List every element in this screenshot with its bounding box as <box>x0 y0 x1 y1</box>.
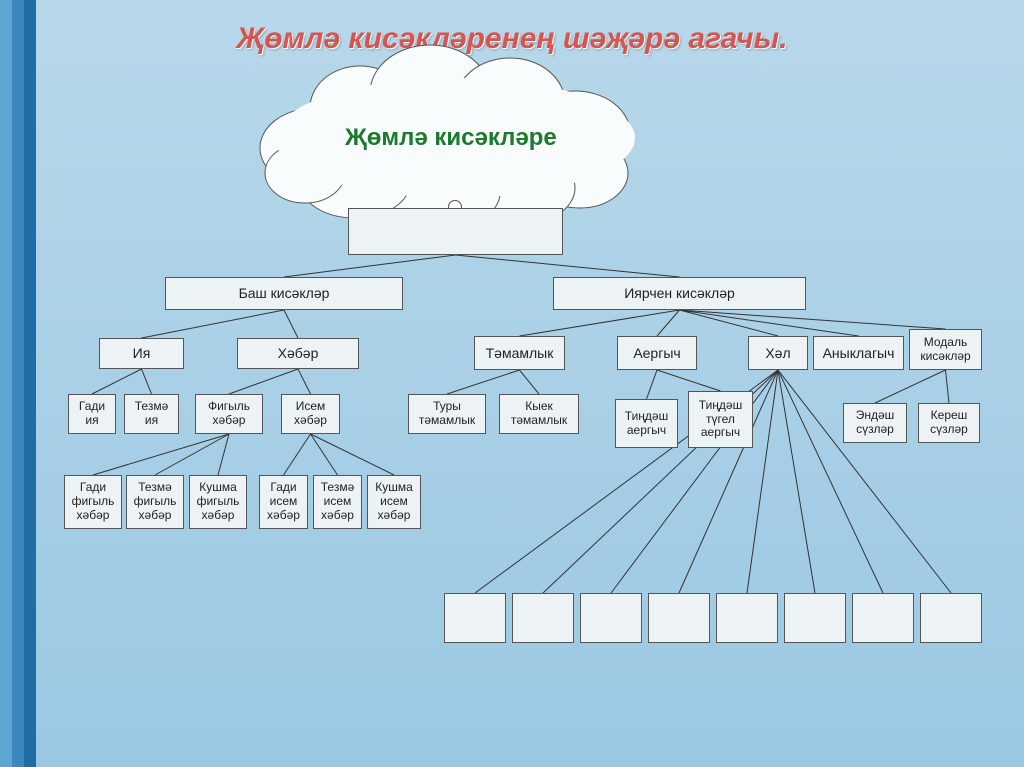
node-khal-5 <box>784 593 846 643</box>
node-level3-figyl_khabar: Фигыль хәбәр <box>195 394 263 434</box>
node-level4-kushma_figyl: Кушма фигыль хәбәр <box>189 475 247 529</box>
node-level3-tindash_aergych: Тиңдәш аергыч <box>615 399 678 448</box>
node-khal-2 <box>580 593 642 643</box>
node-level2-tamamlyk: Тәмамлык <box>474 336 565 370</box>
node-level2-anyklagych: Аныклагыч <box>813 336 904 370</box>
node-level2-aergych: Аергыч <box>617 336 697 370</box>
node-level4-gadi_figyl: Гади фигыль хәбәр <box>64 475 122 529</box>
node-level3-gadi_iya: Гади ия <box>68 394 116 434</box>
node-level2-khal: Хәл <box>748 336 808 370</box>
node-level1-iyarchen: Иярчен кисәкләр <box>553 277 806 310</box>
root-box <box>348 208 563 255</box>
node-level4-gadi_isem: Гади исем хәбәр <box>259 475 308 529</box>
node-khal-3 <box>648 593 710 643</box>
node-khal-4 <box>716 593 778 643</box>
node-khal-6 <box>852 593 914 643</box>
node-level2-khabar: Хәбәр <box>237 338 359 369</box>
node-level3-isem_khabar: Исем хәбәр <box>281 394 340 434</box>
node-level3-endash_suzlar: Эндәш сүзләр <box>843 403 907 443</box>
node-level2-modal: Модаль кисәкләр <box>909 329 982 370</box>
node-level3-keresh_suzlar: Кереш сүзләр <box>918 403 980 443</box>
node-level4-tezma_figyl: Тезмә фигыль хәбәр <box>126 475 184 529</box>
node-level2-iya: Ия <box>99 338 184 369</box>
node-level4-kushma_isem: Кушма исем хәбәр <box>367 475 421 529</box>
node-level3-tezma_iya: Тезмә ия <box>124 394 179 434</box>
node-khal-1 <box>512 593 574 643</box>
tree-edges <box>0 0 1024 767</box>
node-level3-kyek_tamamlyk: Кыек тәмамлык <box>499 394 579 434</box>
node-level1-bash: Баш кисәкләр <box>165 277 403 310</box>
node-level3-tindash_tugel_aergych: Тиңдәш түгел аергыч <box>688 391 753 448</box>
node-level3-tury_tamamlyk: Туры тәмамлык <box>408 394 486 434</box>
node-khal-7 <box>920 593 982 643</box>
node-level4-tezma_isem: Тезмә исем хәбәр <box>313 475 362 529</box>
node-khal-0 <box>444 593 506 643</box>
